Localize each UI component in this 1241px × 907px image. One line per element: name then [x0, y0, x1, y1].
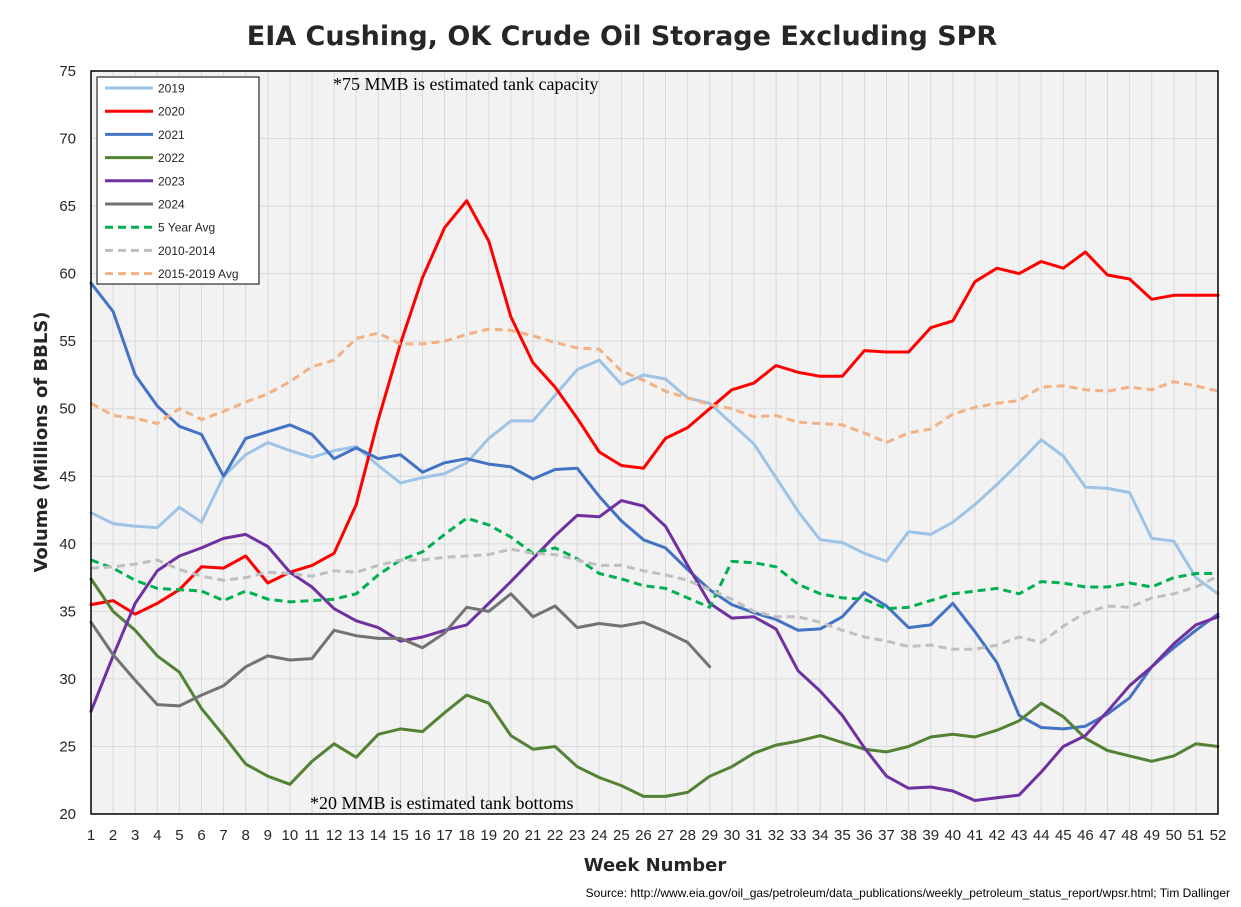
source-note: Source: http://www.eia.gov/oil_gas/petro…	[586, 886, 1230, 900]
legend-label: 2015-2019 Avg	[158, 267, 239, 281]
x-tick-label: 13	[348, 827, 365, 844]
x-tick-label: 51	[1188, 827, 1205, 844]
x-tick-label: 11	[304, 827, 320, 844]
x-tick-label: 8	[242, 827, 250, 844]
x-axis-title: Week Number	[584, 855, 727, 876]
plot-area	[91, 71, 1218, 814]
x-tick-label: 43	[1011, 827, 1028, 844]
x-tick-label: 14	[370, 827, 387, 844]
x-tick-label: 5	[175, 827, 183, 844]
y-tick-label: 25	[59, 738, 76, 755]
x-tick-label: 42	[989, 827, 1006, 844]
y-axis-title: Volume (Millions of BBLS)	[31, 311, 52, 572]
x-tick-label: 40	[944, 827, 961, 844]
series-lines	[89, 199, 1220, 802]
x-tick-label: 49	[1143, 827, 1160, 844]
x-tick-label: 36	[856, 827, 873, 844]
y-tick-label: 40	[59, 536, 76, 553]
x-tick-label: 6	[197, 827, 205, 844]
x-tick-label: 32	[768, 827, 785, 844]
x-tick-label: 4	[153, 827, 161, 844]
legend-label: 2023	[158, 174, 185, 188]
x-tick-label: 47	[1099, 827, 1116, 844]
x-tick-label: 35	[834, 827, 851, 844]
x-tick-label: 29	[701, 827, 718, 844]
x-tick-label: 24	[591, 827, 608, 844]
x-tick-label: 20	[503, 827, 520, 844]
x-tick-label: 18	[458, 827, 475, 844]
y-tick-label: 35	[59, 603, 76, 620]
y-tick-label: 55	[59, 333, 76, 350]
x-tick-label: 10	[282, 827, 299, 844]
series-line-2019	[89, 358, 1220, 596]
x-tick-label: 16	[414, 827, 431, 844]
x-tick-label: 46	[1077, 827, 1094, 844]
y-tick-labels: 20 25 30 35 40 45 50 55 60 65 70 75	[59, 63, 76, 823]
x-tick-label: 23	[569, 827, 586, 844]
x-tick-label: 30	[723, 827, 740, 844]
series-line-2024	[89, 592, 712, 708]
x-tick-labels: 1 2 3 4 5 6 7 8 9 10 11 12 13 14 15 16 17 18 19 20 21 22 23 24 2…	[87, 827, 1227, 844]
legend-label: 2019	[158, 82, 185, 96]
x-tick-label: 39	[922, 827, 939, 844]
x-tick-label: 3	[131, 827, 139, 844]
x-tick-label: 9	[264, 827, 272, 844]
x-tick-label: 22	[547, 827, 564, 844]
y-tick-label: 50	[59, 401, 76, 418]
annotation-capacity: *75 MMB is estimated tank capacity	[333, 74, 598, 94]
series-line-5-year-avg	[90, 516, 1218, 611]
x-tick-label: 34	[812, 827, 829, 844]
y-tick-label: 30	[59, 671, 76, 688]
annotation-bottoms: *20 MMB is estimated tank bottoms	[310, 793, 574, 813]
legend-label: 2021	[158, 128, 185, 142]
x-tick-label: 15	[392, 827, 409, 844]
x-tick-label: 38	[900, 827, 917, 844]
x-tick-label: 26	[635, 827, 652, 844]
series-line-2015-2019-avg	[90, 327, 1219, 444]
x-tick-label: 21	[525, 827, 542, 844]
y-tick-label: 75	[59, 63, 76, 80]
x-tick-label: 2	[109, 827, 117, 844]
x-tick-label: 25	[613, 827, 630, 844]
x-tick-label: 44	[1033, 827, 1050, 844]
x-tick-label: 28	[679, 827, 696, 844]
y-tick-label: 60	[59, 266, 76, 283]
x-tick-label: 19	[480, 827, 497, 844]
plot-border	[90, 70, 1219, 815]
x-tick-label: 1	[87, 827, 95, 844]
series-line-2020	[89, 199, 1220, 616]
x-tick-label: 41	[967, 827, 984, 844]
legend-label: 2024	[158, 198, 185, 212]
x-tick-label: 50	[1165, 827, 1182, 844]
legend-label: 2022	[158, 151, 185, 165]
x-tick-label: 33	[790, 827, 807, 844]
chart-title: EIA Cushing, OK Crude Oil Storage Exclud…	[247, 21, 998, 52]
y-tick-label: 65	[59, 198, 76, 215]
x-tick-label: 52	[1210, 827, 1227, 844]
x-tick-label: 12	[326, 827, 343, 844]
x-tick-label: 31	[746, 827, 763, 844]
series-line-2010-2014	[90, 547, 1219, 651]
legend: 2019 2020 2021 2022 2023 2024 5 Year Avg 2010-2…	[96, 76, 260, 285]
legend-label: 2020	[158, 105, 185, 119]
y-tick-label: 20	[59, 806, 76, 823]
x-tick-label: 27	[657, 827, 674, 844]
series-line-2022	[89, 577, 1220, 798]
x-tick-label: 37	[878, 827, 895, 844]
x-tick-label: 48	[1121, 827, 1138, 844]
legend-label: 2010-2014	[158, 244, 216, 258]
x-tick-label: 45	[1055, 827, 1072, 844]
legend-label: 5 Year Avg	[158, 221, 215, 235]
y-tick-label: 45	[59, 468, 76, 485]
series-line-2023	[89, 499, 1220, 802]
x-tick-label: 17	[436, 827, 453, 844]
x-tick-label: 7	[219, 827, 227, 844]
y-tick-label: 70	[59, 131, 76, 148]
series-line-2021	[89, 281, 1220, 731]
